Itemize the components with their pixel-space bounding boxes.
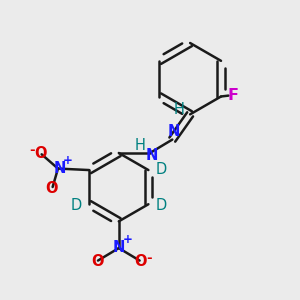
Text: -: -: [146, 252, 152, 265]
Text: N: N: [53, 161, 66, 176]
Text: D: D: [155, 198, 167, 213]
Text: O: O: [34, 146, 46, 161]
Text: O: O: [45, 181, 57, 196]
Text: H: H: [135, 138, 146, 153]
Text: H: H: [173, 102, 184, 117]
Text: -: -: [29, 144, 35, 157]
Text: O: O: [91, 254, 104, 269]
Text: N: N: [112, 240, 125, 255]
Text: D: D: [71, 198, 82, 213]
Text: N: N: [145, 148, 158, 164]
Text: O: O: [134, 254, 146, 269]
Text: D: D: [155, 162, 167, 177]
Text: N: N: [168, 124, 180, 139]
Text: F: F: [228, 88, 239, 103]
Text: +: +: [123, 233, 133, 246]
Text: +: +: [63, 154, 72, 167]
